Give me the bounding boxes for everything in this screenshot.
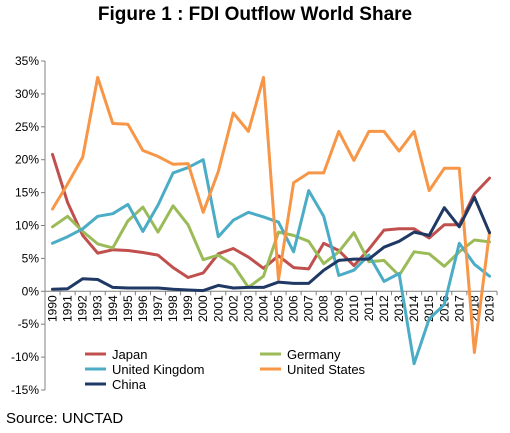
y-tick-label: 35% bbox=[15, 54, 39, 68]
y-tick-label: -5% bbox=[18, 317, 40, 331]
x-tick-label: 1990 bbox=[46, 295, 60, 322]
y-tick-label: 30% bbox=[15, 87, 39, 101]
axes-layer: -15%-10%-5%0%5%10%15%20%25%30%35%1990 199… bbox=[11, 54, 498, 397]
x-tick-label: 2000 bbox=[196, 295, 210, 322]
x-tick-label: 1991 bbox=[61, 295, 75, 322]
legend-label-germany: Germany bbox=[287, 347, 341, 362]
x-tick-label: 2005 bbox=[272, 295, 286, 322]
series-layer bbox=[51, 75, 491, 366]
x-tick-label: 2002 bbox=[226, 295, 240, 322]
x-tick-label: 2016 bbox=[437, 295, 451, 322]
chart-title: Figure 1 : FDI Outflow World Share bbox=[97, 4, 413, 25]
x-tick-label: 1994 bbox=[106, 295, 120, 322]
y-tick-label: 5% bbox=[22, 251, 40, 265]
x-tick-label: 1993 bbox=[91, 295, 105, 322]
y-tick-label: 10% bbox=[15, 219, 39, 233]
line-chart: -15%-10%-5%0%5%10%15%20%25%30%35%1990 199… bbox=[11, 54, 498, 397]
series-line-japan bbox=[51, 152, 491, 279]
legend: Japan Germany United Kingdom United States C… bbox=[85, 347, 366, 392]
x-tick-label: 2011 bbox=[362, 295, 376, 321]
y-tick-label: 0% bbox=[22, 284, 40, 298]
legend-label-united-kingdom: United Kingdom bbox=[112, 362, 205, 377]
x-tick-label: 2014 bbox=[407, 295, 421, 322]
x-tick-label: 1996 bbox=[136, 295, 150, 322]
x-tick-label: 2001 bbox=[211, 295, 225, 322]
series-line-united-states bbox=[51, 75, 491, 354]
x-tick-label: 1997 bbox=[151, 295, 165, 322]
y-tick-label: 15% bbox=[15, 186, 39, 200]
legend-label-china: China bbox=[112, 377, 147, 392]
legend-label-japan: Japan bbox=[112, 347, 147, 362]
x-tick-label: 2009 bbox=[332, 295, 346, 322]
source-note: Source: UNCTAD bbox=[6, 410, 124, 427]
x-tick-label: 1992 bbox=[76, 295, 90, 322]
x-tick-label: 2008 bbox=[317, 295, 331, 322]
x-tick-label: 1999 bbox=[181, 295, 195, 322]
x-tick-label: 2017 bbox=[452, 295, 466, 322]
legend-label-united-states: United States bbox=[287, 362, 366, 377]
x-tick-label: 2006 bbox=[287, 295, 301, 322]
y-tick-label: 20% bbox=[15, 153, 39, 167]
series-line-united-kingdom bbox=[51, 158, 491, 366]
x-tick-label: 1995 bbox=[121, 295, 135, 322]
x-tick-label: 1998 bbox=[166, 295, 180, 322]
series-line-china bbox=[51, 195, 491, 293]
x-tick-label: 2019 bbox=[482, 295, 496, 322]
series-line-germany bbox=[51, 204, 491, 289]
x-tick-label: 2012 bbox=[377, 295, 391, 322]
x-tick-label: 2007 bbox=[302, 295, 316, 322]
y-tick-label: 25% bbox=[15, 120, 39, 134]
x-tick-label: 2010 bbox=[347, 295, 361, 322]
x-tick-label: 2004 bbox=[256, 295, 270, 322]
x-tick-label: 2003 bbox=[241, 295, 255, 322]
y-tick-label: -15% bbox=[11, 383, 39, 397]
y-tick-label: -10% bbox=[11, 350, 39, 364]
